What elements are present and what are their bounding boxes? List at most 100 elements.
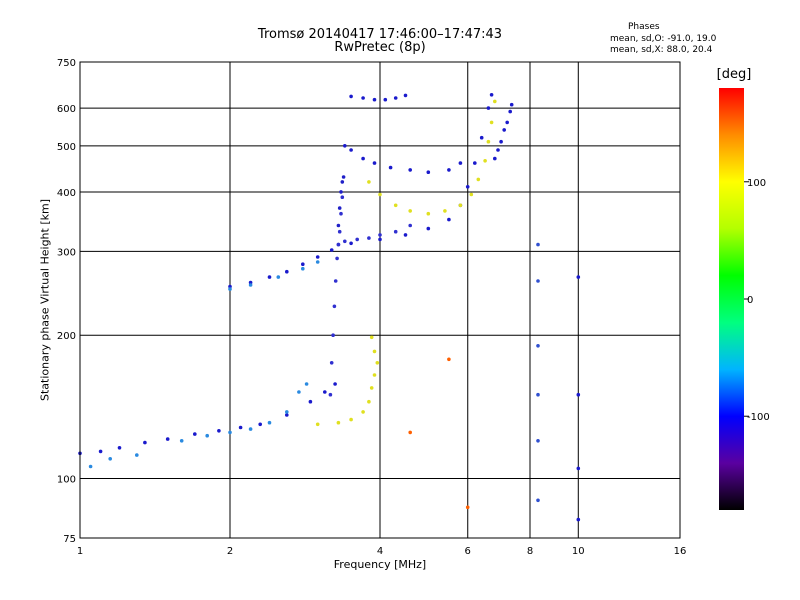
y-tick-label: 600 bbox=[57, 104, 76, 115]
y-tick-label: 400 bbox=[57, 188, 76, 199]
data-point bbox=[333, 382, 337, 386]
data-point bbox=[576, 392, 581, 397]
data-point bbox=[383, 97, 388, 102]
y-tick-label: 75 bbox=[63, 534, 76, 545]
data-point bbox=[228, 284, 232, 289]
data-point bbox=[367, 236, 371, 240]
data-point bbox=[143, 440, 147, 445]
data-point bbox=[465, 185, 470, 189]
colorbar bbox=[719, 88, 744, 510]
y-axis-label: Stationary phase Virtual Height [km] bbox=[38, 198, 52, 402]
data-point bbox=[499, 139, 503, 144]
data-point bbox=[238, 425, 243, 430]
data-point bbox=[361, 410, 365, 414]
data-point bbox=[505, 120, 510, 125]
data-point bbox=[536, 498, 540, 503]
data-point bbox=[355, 237, 360, 242]
data-point bbox=[369, 386, 374, 390]
data-point bbox=[372, 349, 377, 354]
data-point bbox=[329, 361, 334, 365]
data-point bbox=[333, 279, 338, 283]
data-point bbox=[349, 148, 353, 152]
tick-labels: 1 2 4 6 8 10 16 75 100 200 300 400 500 600 750 bbox=[57, 58, 686, 557]
data-point bbox=[372, 161, 377, 165]
data-point bbox=[458, 203, 463, 208]
data-point bbox=[285, 410, 289, 414]
data-point bbox=[349, 94, 353, 99]
x-axis-label: Frequency [MHz] bbox=[333, 558, 427, 571]
data-point bbox=[426, 226, 431, 231]
data-point bbox=[361, 96, 365, 100]
data-point bbox=[489, 120, 494, 125]
data-point bbox=[205, 433, 209, 438]
data-point bbox=[479, 135, 484, 140]
data-point bbox=[285, 269, 289, 274]
data-point bbox=[361, 156, 365, 161]
data-point bbox=[285, 413, 289, 417]
data-point bbox=[193, 432, 197, 436]
y-tick-label: 500 bbox=[57, 142, 76, 153]
data-point bbox=[426, 170, 431, 174]
data-point bbox=[297, 390, 301, 394]
data-point bbox=[369, 335, 374, 340]
data-point bbox=[473, 161, 477, 165]
x-tick-label: 2 bbox=[227, 546, 233, 557]
data-point bbox=[248, 283, 253, 287]
data-point bbox=[509, 102, 514, 107]
data-point bbox=[98, 449, 103, 454]
data-point bbox=[465, 505, 470, 510]
data-point bbox=[340, 195, 345, 199]
data-point bbox=[388, 165, 393, 170]
y-tick-label: 100 bbox=[57, 475, 76, 486]
data-point bbox=[331, 333, 335, 338]
y-tick-label: 300 bbox=[57, 247, 76, 258]
data-point bbox=[315, 255, 320, 259]
data-point bbox=[493, 156, 497, 161]
data-point bbox=[117, 446, 122, 450]
data-point bbox=[276, 275, 281, 279]
colorbar-label: [deg] bbox=[716, 67, 752, 82]
data-point bbox=[426, 211, 431, 216]
data-point bbox=[536, 279, 540, 283]
data-point bbox=[408, 430, 413, 435]
data-point bbox=[469, 192, 474, 197]
data-point bbox=[367, 180, 371, 184]
data-point bbox=[315, 260, 320, 264]
data-point bbox=[367, 399, 371, 404]
data-point bbox=[447, 168, 451, 172]
data-point bbox=[536, 344, 540, 348]
data-point bbox=[378, 237, 382, 242]
colorbar-tick-label: 0 bbox=[747, 295, 753, 306]
data-point bbox=[108, 457, 112, 461]
data-point bbox=[339, 190, 343, 194]
x-tick-label: 8 bbox=[527, 546, 533, 557]
data-point bbox=[329, 248, 334, 252]
chart-subtitle: RwPretec (8p) bbox=[334, 40, 426, 55]
data-point bbox=[508, 109, 512, 114]
data-point bbox=[248, 427, 253, 431]
data-point bbox=[447, 357, 451, 362]
data-point bbox=[393, 96, 398, 100]
data-point bbox=[486, 106, 491, 110]
data-point bbox=[349, 241, 353, 246]
data-point bbox=[267, 275, 272, 279]
data-point bbox=[308, 399, 313, 404]
data-point bbox=[447, 217, 451, 222]
data-point bbox=[458, 161, 463, 165]
data-point bbox=[332, 304, 337, 309]
data-point bbox=[349, 417, 353, 422]
y-tick-label: 200 bbox=[57, 331, 76, 342]
data-point bbox=[335, 256, 339, 261]
data-point bbox=[576, 517, 581, 522]
colorbar-ticks: 100 0 -100 bbox=[744, 178, 770, 423]
data-point bbox=[217, 429, 221, 433]
data-point bbox=[336, 242, 341, 247]
data-point bbox=[301, 262, 305, 267]
data-point bbox=[341, 175, 346, 179]
data-point bbox=[301, 266, 305, 271]
stats-x-mode: mean, sd,X: 88.0, 20.4 bbox=[610, 45, 713, 55]
data-point bbox=[328, 392, 333, 397]
data-point bbox=[267, 420, 272, 425]
colorbar-tick-label: 100 bbox=[747, 178, 766, 189]
